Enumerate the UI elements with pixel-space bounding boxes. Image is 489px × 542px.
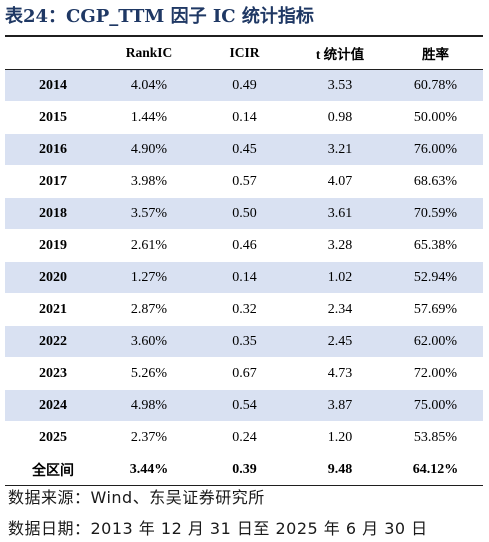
cell-rank-ic: 2.37%	[101, 421, 197, 454]
table-row: 2020 1.27% 0.14 1.02 52.94%	[5, 261, 483, 294]
cell-t-stat: 3.87	[292, 389, 388, 422]
cell-t-stat: 1.02	[292, 261, 388, 294]
table-row: 2015 1.44% 0.14 0.98 50.00%	[5, 101, 483, 134]
cell-t-stat: 2.34	[292, 293, 388, 326]
cell-win-rate: 60.78%	[388, 69, 483, 102]
cell-rank-ic: 1.27%	[101, 261, 197, 294]
cell-icir: 0.32	[197, 293, 292, 326]
cell-icir: 0.54	[197, 389, 292, 422]
ic-stats-table: RankIC ICIR t 统计值 胜率 2014 4.04% 0.49 3.53 60…	[5, 37, 483, 486]
cell-icir: 0.67	[197, 357, 292, 390]
total-label: 全区间	[5, 453, 101, 486]
cell-rank-ic: 2.61%	[101, 229, 197, 262]
cell-icir: 0.49	[197, 69, 292, 102]
table-row: 2023 5.26% 0.67 4.73 72.00%	[5, 357, 483, 390]
cell-rank-ic: 4.04%	[101, 69, 197, 102]
cell-year: 2023	[5, 357, 101, 390]
header-icir: ICIR	[197, 37, 292, 70]
cell-rank-ic: 5.26%	[101, 357, 197, 390]
cell-t-stat: 3.21	[292, 133, 388, 166]
table-row: 2018 3.57% 0.50 3.61 70.59%	[5, 197, 483, 230]
total-win-rate: 64.12%	[388, 453, 483, 486]
source-note: 数据来源：Wind、东吴证券研究所	[8, 488, 265, 507]
cell-t-stat: 3.61	[292, 197, 388, 230]
cell-rank-ic: 3.57%	[101, 197, 197, 230]
cell-rank-ic: 3.98%	[101, 165, 197, 198]
cell-year: 2021	[5, 293, 101, 326]
cell-year: 2017	[5, 165, 101, 198]
cell-rank-ic: 4.90%	[101, 133, 197, 166]
table-caption: 表24：CGP_TTM 因子 IC 统计指标	[5, 6, 314, 27]
cell-win-rate: 52.94%	[388, 261, 483, 294]
table-row: 2016 4.90% 0.45 3.21 76.00%	[5, 133, 483, 166]
cell-year: 2018	[5, 197, 101, 230]
total-rank-ic: 3.44%	[101, 453, 197, 486]
cell-icir: 0.14	[197, 261, 292, 294]
date-range-note: 数据日期：2013 年 12 月 31 日至 2025 年 6 月 30 日	[8, 519, 428, 538]
cell-icir: 0.45	[197, 133, 292, 166]
cell-win-rate: 53.85%	[388, 421, 483, 454]
table-row: 2022 3.60% 0.35 2.45 62.00%	[5, 325, 483, 358]
cell-win-rate: 72.00%	[388, 357, 483, 390]
cell-icir: 0.46	[197, 229, 292, 262]
cell-year: 2020	[5, 261, 101, 294]
cell-icir: 0.14	[197, 101, 292, 134]
cell-win-rate: 62.00%	[388, 325, 483, 358]
header-t-stat: t 统计值	[292, 37, 388, 70]
table-row: 2017 3.98% 0.57 4.07 68.63%	[5, 165, 483, 198]
cell-year: 2014	[5, 69, 101, 102]
cell-year: 2025	[5, 421, 101, 454]
cell-win-rate: 50.00%	[388, 101, 483, 134]
top-rule	[5, 35, 483, 37]
header-year	[5, 37, 101, 70]
header-row: RankIC ICIR t 统计值 胜率	[5, 37, 483, 70]
cell-win-rate: 65.38%	[388, 229, 483, 262]
table-row: 2019 2.61% 0.46 3.28 65.38%	[5, 229, 483, 262]
header-rank-ic: RankIC	[101, 37, 197, 70]
cell-t-stat: 4.73	[292, 357, 388, 390]
total-icir: 0.39	[197, 453, 292, 486]
table-row: 2024 4.98% 0.54 3.87 75.00%	[5, 389, 483, 422]
cell-year: 2016	[5, 133, 101, 166]
cell-rank-ic: 2.87%	[101, 293, 197, 326]
cell-rank-ic: 4.98%	[101, 389, 197, 422]
cell-rank-ic: 3.60%	[101, 325, 197, 358]
cell-t-stat: 0.98	[292, 101, 388, 134]
cell-year: 2019	[5, 229, 101, 262]
cell-year: 2015	[5, 101, 101, 134]
cell-win-rate: 68.63%	[388, 165, 483, 198]
cell-year: 2022	[5, 325, 101, 358]
cell-icir: 0.24	[197, 421, 292, 454]
header-win-rate: 胜率	[388, 37, 483, 70]
cell-icir: 0.57	[197, 165, 292, 198]
table-row: 2025 2.37% 0.24 1.20 53.85%	[5, 421, 483, 454]
cell-rank-ic: 1.44%	[101, 101, 197, 134]
total-t-stat: 9.48	[292, 453, 388, 486]
cell-year: 2024	[5, 389, 101, 422]
cell-t-stat: 1.20	[292, 421, 388, 454]
cell-t-stat: 2.45	[292, 325, 388, 358]
cell-icir: 0.50	[197, 197, 292, 230]
cell-win-rate: 70.59%	[388, 197, 483, 230]
table-row: 2014 4.04% 0.49 3.53 60.78%	[5, 69, 483, 102]
cell-win-rate: 57.69%	[388, 293, 483, 326]
cell-t-stat: 4.07	[292, 165, 388, 198]
cell-win-rate: 75.00%	[388, 389, 483, 422]
cell-win-rate: 76.00%	[388, 133, 483, 166]
table-row: 2021 2.87% 0.32 2.34 57.69%	[5, 293, 483, 326]
cell-t-stat: 3.28	[292, 229, 388, 262]
cell-t-stat: 3.53	[292, 69, 388, 102]
total-row: 全区间 3.44% 0.39 9.48 64.12%	[5, 453, 483, 486]
cell-icir: 0.35	[197, 325, 292, 358]
